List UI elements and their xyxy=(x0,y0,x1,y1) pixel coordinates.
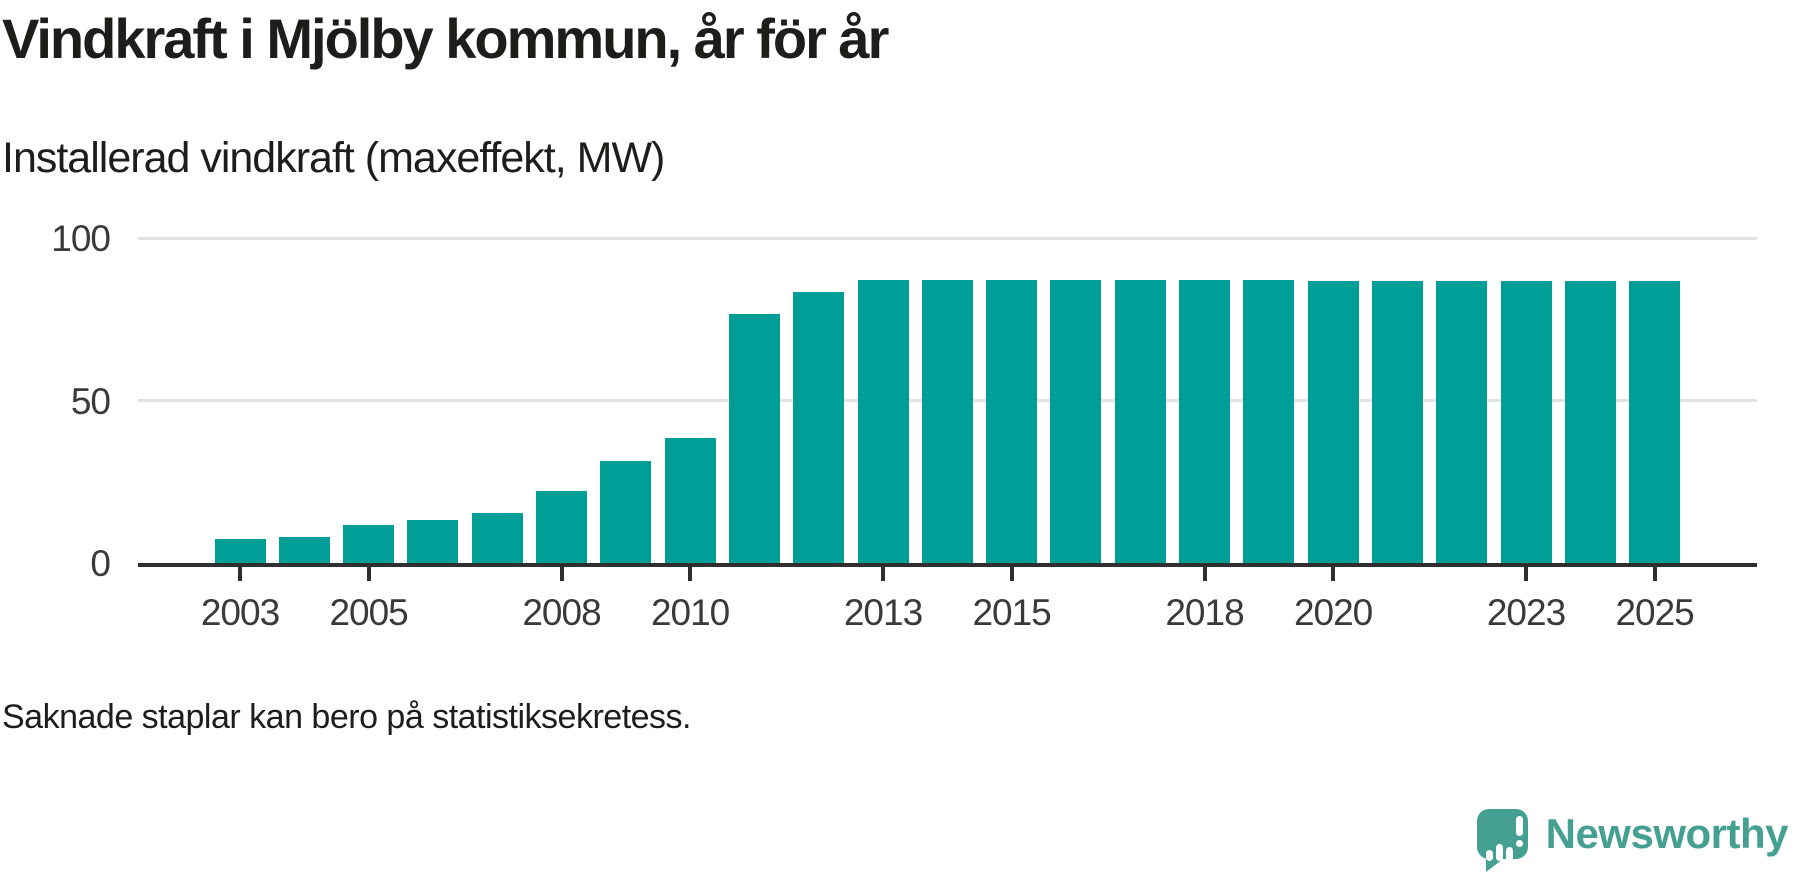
logo-mini-bar-3 xyxy=(1505,847,1513,861)
x-tick-2020 xyxy=(1331,567,1336,581)
x-tick-label-2018: 2018 xyxy=(1165,592,1244,633)
footnote: Saknade staplar kan bero på statistiksek… xyxy=(2,698,692,736)
logo-exclamation-dot xyxy=(1515,840,1523,847)
x-tick-2015 xyxy=(1009,567,1014,581)
bar-2004 xyxy=(278,537,330,563)
y-tick-label-100: 100 xyxy=(51,218,111,259)
bar-2006 xyxy=(407,520,459,563)
bar-2014 xyxy=(921,279,973,563)
x-tick-label-2015: 2015 xyxy=(972,592,1051,633)
x-tick-label-2008: 2008 xyxy=(522,592,601,633)
logo-mini-bar-2 xyxy=(1495,844,1503,861)
logo-wordmark: Newsworthy xyxy=(1545,810,1789,857)
x-tick-2003 xyxy=(238,567,242,581)
x-tick-2018 xyxy=(1202,567,1207,581)
bar-2009 xyxy=(600,460,652,563)
x-tick-2010 xyxy=(688,567,693,581)
y-tick-label-0: 0 xyxy=(90,543,111,584)
x-tick-label-2023: 2023 xyxy=(1486,592,1566,633)
x-tick-label-2025: 2025 xyxy=(1615,592,1694,633)
bar-2015 xyxy=(986,279,1038,563)
x-tick-2025 xyxy=(1652,567,1657,581)
logo-exclamation-line xyxy=(1515,816,1523,836)
bar-2005 xyxy=(343,525,395,563)
x-tick-label-2020: 2020 xyxy=(1293,592,1373,633)
bar-2011 xyxy=(728,313,780,563)
bar-2008 xyxy=(536,490,587,563)
gridline-100 xyxy=(138,236,1757,240)
bar-2013 xyxy=(857,279,909,563)
bar-2017 xyxy=(1114,279,1166,563)
x-tick-2023 xyxy=(1524,567,1528,581)
newsworthy-logo[interactable]: Newsworthy xyxy=(1476,809,1789,873)
bar-2010 xyxy=(664,437,716,563)
x-tick-2005 xyxy=(366,567,371,581)
bar-2022 xyxy=(1436,281,1488,563)
x-axis-line xyxy=(138,563,1757,567)
x-tick-label-2013: 2013 xyxy=(843,592,923,633)
x-tick-label-2005: 2005 xyxy=(329,592,408,633)
x-tick-2008 xyxy=(559,567,564,581)
chart-subtitle: Installerad vindkraft (maxeffekt, MW) xyxy=(2,134,665,182)
bar-2012 xyxy=(793,292,845,563)
logo-mini-bar-1 xyxy=(1485,850,1493,861)
bar-2019 xyxy=(1243,279,1295,563)
bar-2020 xyxy=(1307,281,1359,563)
bar-2016 xyxy=(1050,279,1102,563)
bar-2024 xyxy=(1564,281,1616,563)
bar-2018 xyxy=(1179,279,1230,563)
y-tick-label-50: 50 xyxy=(70,380,111,422)
x-tick-2013 xyxy=(881,567,885,581)
bar-2007 xyxy=(471,512,523,563)
bar-2021 xyxy=(1371,281,1423,563)
page-title: Vindkraft i Mjölby kommun, år för år xyxy=(2,7,889,70)
x-tick-label-2003: 2003 xyxy=(200,592,280,633)
bar-2025 xyxy=(1629,281,1681,563)
bar-2003 xyxy=(214,539,266,563)
newsworthy-speech-bubble-chart-icon xyxy=(1476,809,1528,873)
bar-2023 xyxy=(1500,281,1552,563)
x-tick-label-2010: 2010 xyxy=(650,592,730,633)
